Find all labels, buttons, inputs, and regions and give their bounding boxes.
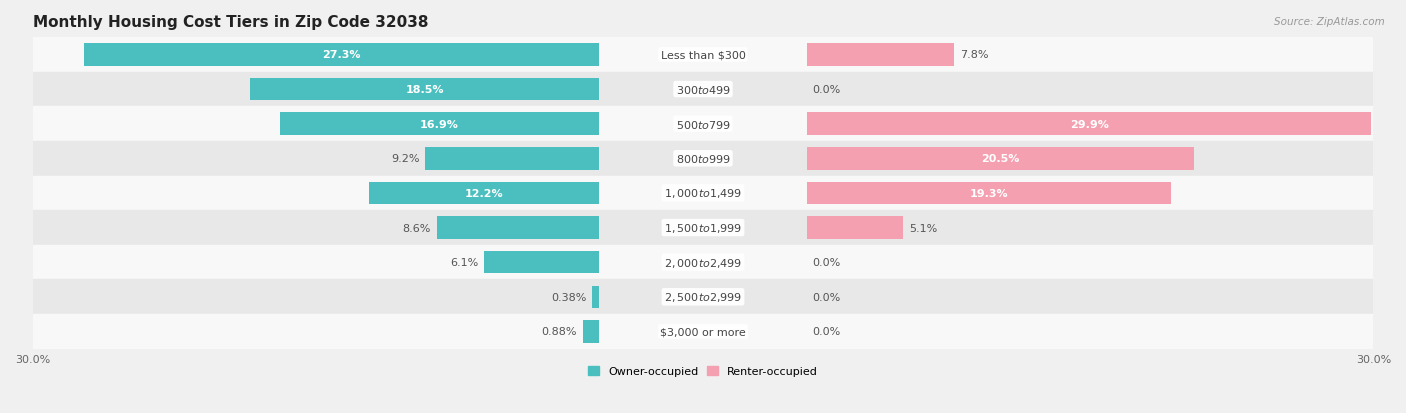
Text: 18.5%: 18.5% xyxy=(405,85,444,95)
Bar xyxy=(437,217,599,239)
Text: $1,500 to $1,999: $1,500 to $1,999 xyxy=(664,221,742,235)
Text: $2,500 to $2,999: $2,500 to $2,999 xyxy=(664,291,742,304)
Text: $500 to $799: $500 to $799 xyxy=(675,119,731,131)
Text: 29.9%: 29.9% xyxy=(1070,119,1108,129)
Text: Less than $300: Less than $300 xyxy=(661,50,745,60)
Bar xyxy=(426,148,599,170)
Text: 27.3%: 27.3% xyxy=(322,50,360,60)
Text: 0.0%: 0.0% xyxy=(813,258,841,268)
Text: 8.6%: 8.6% xyxy=(402,223,432,233)
Bar xyxy=(83,44,599,66)
Text: 0.38%: 0.38% xyxy=(551,292,586,302)
Bar xyxy=(592,286,599,309)
Text: 9.2%: 9.2% xyxy=(391,154,420,164)
Bar xyxy=(32,314,1374,349)
Bar xyxy=(368,182,599,205)
Bar xyxy=(807,148,1194,170)
Text: Monthly Housing Cost Tiers in Zip Code 32038: Monthly Housing Cost Tiers in Zip Code 3… xyxy=(32,15,427,30)
Legend: Owner-occupied, Renter-occupied: Owner-occupied, Renter-occupied xyxy=(583,362,823,381)
Bar xyxy=(32,142,1374,176)
Text: 20.5%: 20.5% xyxy=(981,154,1019,164)
Text: $3,000 or more: $3,000 or more xyxy=(661,327,745,337)
Text: 5.1%: 5.1% xyxy=(908,223,936,233)
Bar xyxy=(32,73,1374,107)
Text: 0.88%: 0.88% xyxy=(541,327,576,337)
Bar xyxy=(807,217,903,239)
Bar xyxy=(32,245,1374,280)
Bar xyxy=(250,78,599,101)
Text: 12.2%: 12.2% xyxy=(464,188,503,198)
Text: 0.0%: 0.0% xyxy=(813,292,841,302)
Text: 7.8%: 7.8% xyxy=(960,50,988,60)
Bar xyxy=(32,176,1374,211)
Bar xyxy=(32,38,1374,73)
Bar xyxy=(280,113,599,135)
Text: 6.1%: 6.1% xyxy=(450,258,478,268)
Bar xyxy=(807,44,955,66)
Bar xyxy=(807,182,1171,205)
Bar xyxy=(32,211,1374,245)
Bar xyxy=(32,280,1374,314)
Bar xyxy=(807,113,1371,135)
Text: $2,000 to $2,499: $2,000 to $2,499 xyxy=(664,256,742,269)
Text: $800 to $999: $800 to $999 xyxy=(675,153,731,165)
Text: $300 to $499: $300 to $499 xyxy=(675,84,731,96)
Text: 0.0%: 0.0% xyxy=(813,85,841,95)
Bar xyxy=(484,252,599,274)
Text: $1,000 to $1,499: $1,000 to $1,499 xyxy=(664,187,742,200)
Text: 0.0%: 0.0% xyxy=(813,327,841,337)
Bar xyxy=(32,107,1374,142)
Text: 19.3%: 19.3% xyxy=(970,188,1008,198)
Bar xyxy=(582,320,599,343)
Text: Source: ZipAtlas.com: Source: ZipAtlas.com xyxy=(1274,17,1385,26)
Text: 16.9%: 16.9% xyxy=(420,119,458,129)
